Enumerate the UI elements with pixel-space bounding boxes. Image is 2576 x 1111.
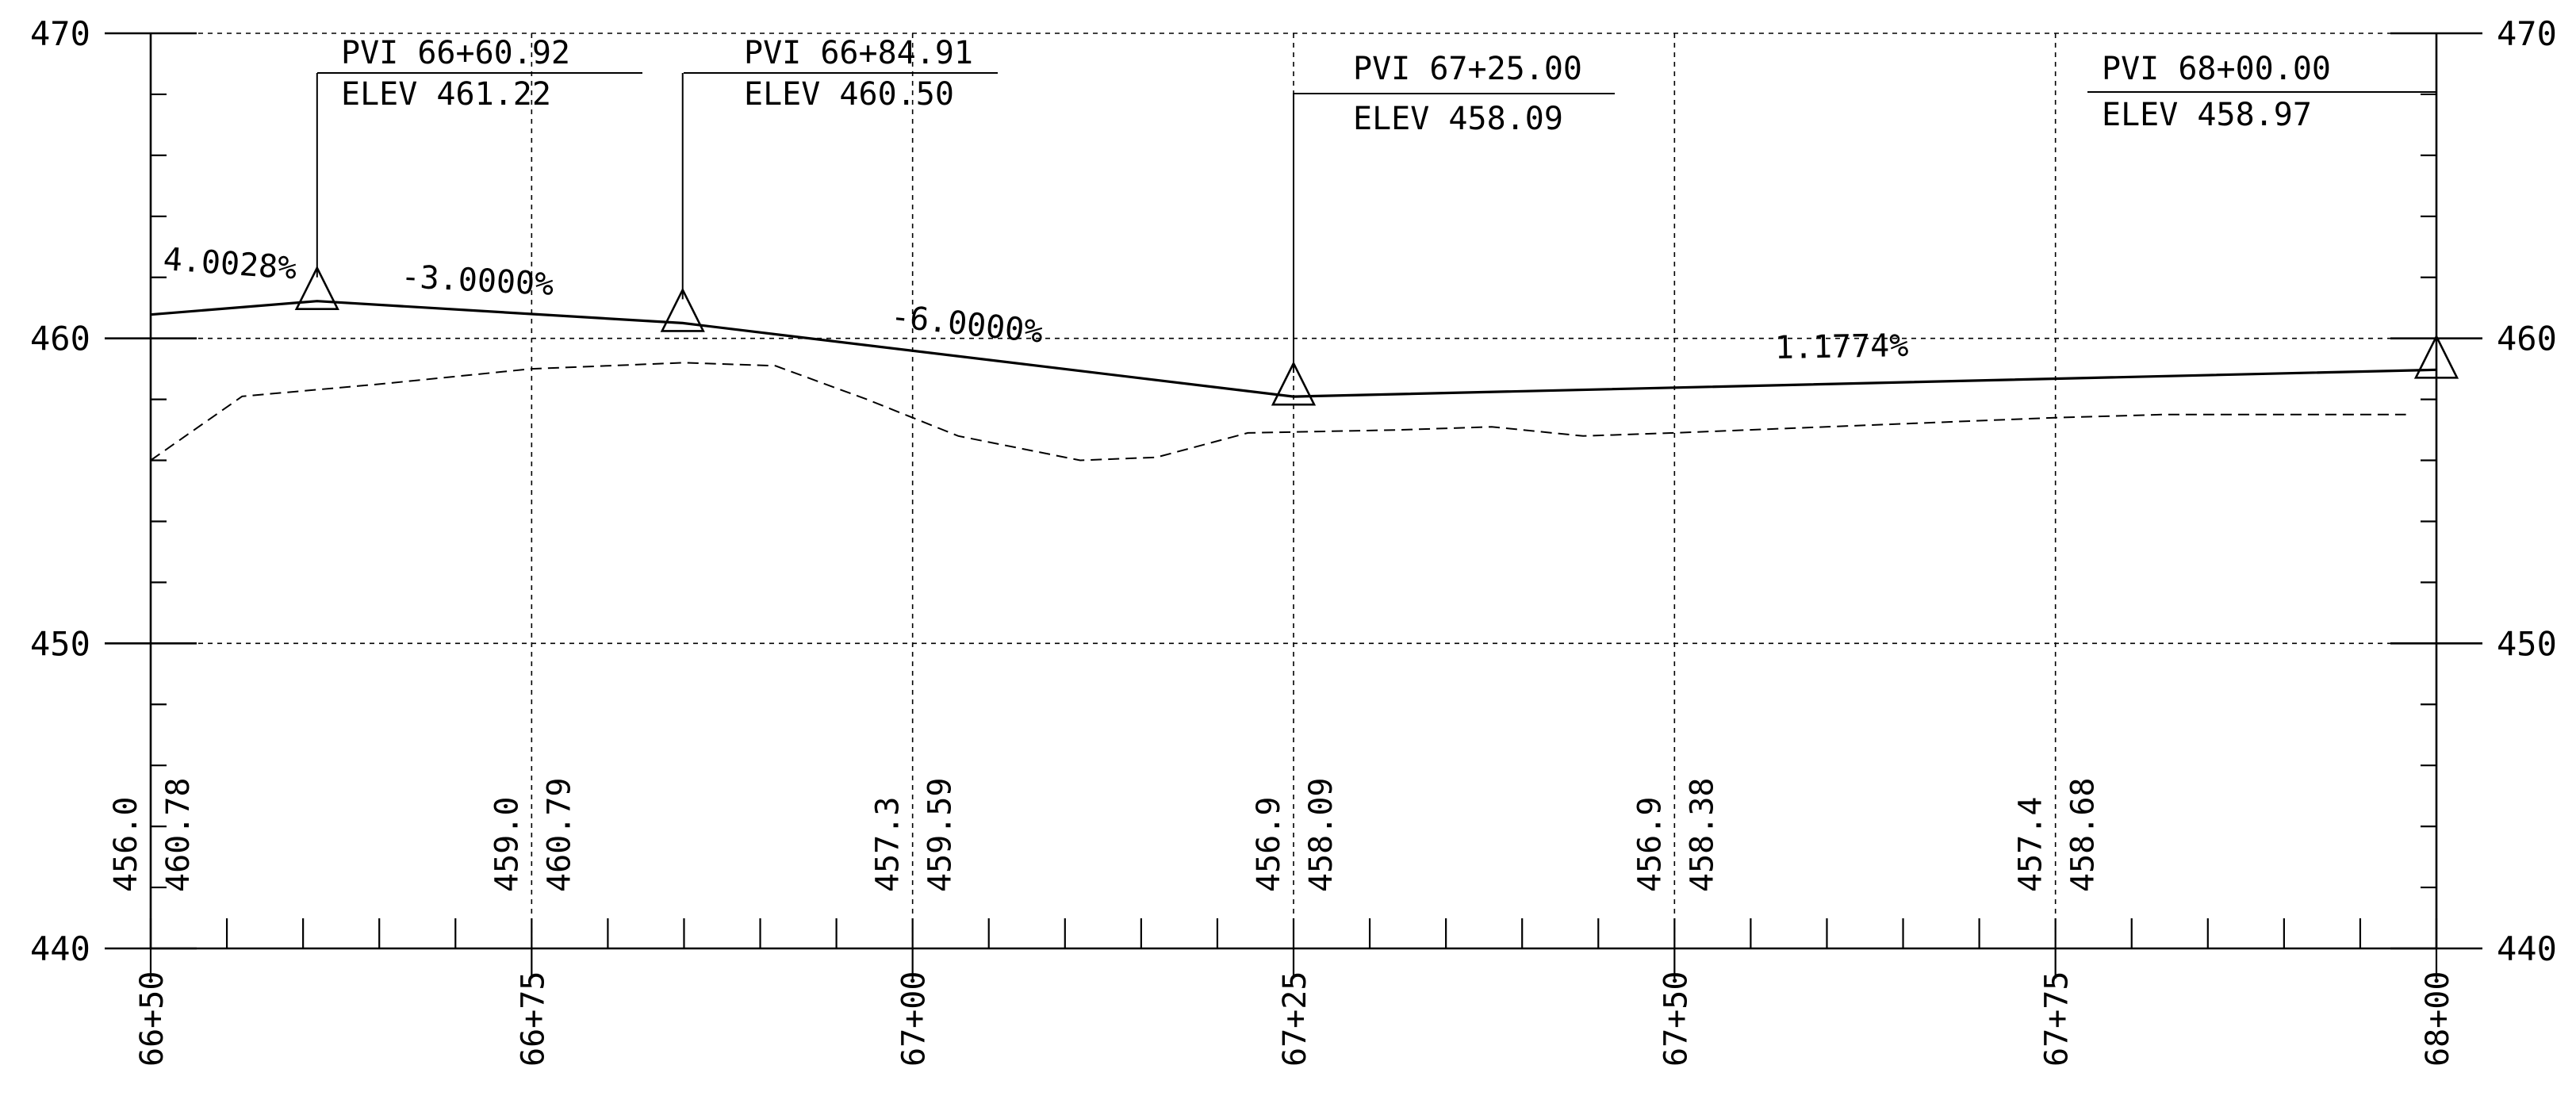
y-tick-label-left: 470 [30, 14, 90, 53]
y-tick-label-right: 460 [2497, 320, 2557, 358]
pvi-station-label: PVI 68+00.00 [2102, 51, 2331, 87]
grade-label: 1.1774% [1774, 328, 1908, 366]
y-tick-label-right: 440 [2497, 929, 2557, 968]
pvi-station-label: PVI 66+60.92 [341, 35, 570, 71]
pvi-triangle [294, 265, 339, 311]
pvi-elev-label: ELEV 458.09 [1353, 101, 1563, 137]
labels-layer: 440 440 450 450 460 460 470 470 66+50 66+75 67+00 6… [30, 14, 2557, 1067]
existing-elev-label: 456.9 [1631, 797, 1668, 892]
x-tick-label: 67+25 [1277, 971, 1313, 1067]
pvi-station-label: PVI 67+25.00 [1353, 51, 1582, 87]
proposed-elev-label: 460.78 [160, 778, 197, 893]
y-tick-label-left: 460 [30, 320, 90, 358]
pvi-elev-label: ELEV 458.97 [2102, 97, 2312, 133]
proposed-elev-label: 459.59 [922, 778, 959, 893]
x-tick-label: 67+50 [1658, 971, 1694, 1067]
y-tick-label-left: 450 [30, 624, 90, 663]
proposed-elev-label: 458.38 [1684, 778, 1720, 893]
existing-elev-label: 456.0 [108, 797, 144, 892]
existing-elev-label: 459.0 [489, 797, 525, 892]
x-tick-label: 66+75 [515, 971, 551, 1067]
y-tick-label-left: 440 [30, 929, 90, 968]
pvi-triangle [660, 287, 705, 332]
pvi-elev-label: ELEV 461.22 [341, 76, 551, 113]
pvi-triangle [1271, 361, 1317, 406]
existing-elev-label: 457.3 [870, 797, 907, 892]
proposed-elev-label: 458.09 [1303, 778, 1340, 893]
proposed-grade-line [150, 300, 2437, 398]
existing-ground-line [150, 362, 2406, 462]
pvi-station-label: PVI 66+84.91 [744, 35, 973, 71]
y-tick-label-right: 470 [2497, 14, 2557, 53]
pvi-elev-label: ELEV 460.50 [744, 76, 954, 113]
series-layer [150, 300, 2437, 462]
y-tick-label-right: 450 [2497, 624, 2557, 663]
existing-elev-label: 456.9 [1251, 797, 1287, 892]
x-tick-label: 66+50 [134, 971, 171, 1067]
grade-label: 4.0028% [162, 241, 297, 287]
pvi-layer [294, 72, 2459, 406]
existing-elev-label: 457.4 [2013, 797, 2049, 892]
pvi-triangle [2413, 334, 2459, 379]
x-tick-label: 68+00 [2420, 971, 2456, 1067]
grade-label: -6.0000% [889, 298, 1045, 351]
x-tick-label: 67+75 [2039, 971, 2076, 1067]
x-tick-label: 67+00 [896, 971, 933, 1067]
proposed-elev-label: 460.79 [541, 778, 577, 893]
proposed-elev-label: 458.68 [2065, 778, 2102, 893]
grade-label: -3.0000% [400, 259, 554, 303]
